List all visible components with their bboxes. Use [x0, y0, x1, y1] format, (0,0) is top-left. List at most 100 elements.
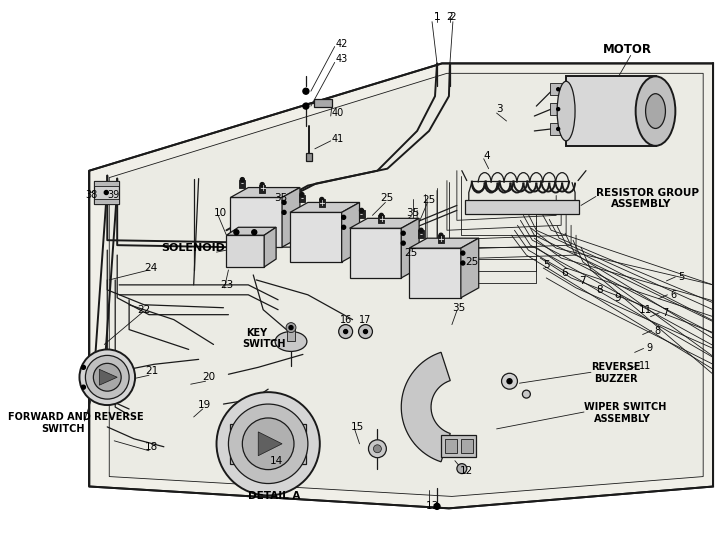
Circle shape: [341, 216, 346, 219]
Text: FORWARD AND REVERSE: FORWARD AND REVERSE: [8, 412, 144, 422]
Polygon shape: [226, 227, 276, 235]
Text: 18: 18: [144, 442, 157, 452]
Text: 41: 41: [332, 134, 344, 144]
Bar: [260, 185, 265, 193]
Circle shape: [81, 365, 86, 369]
Circle shape: [359, 325, 373, 339]
Text: 25: 25: [465, 257, 478, 267]
Bar: [378, 216, 384, 223]
Circle shape: [303, 103, 309, 109]
Text: 16: 16: [339, 315, 352, 325]
Circle shape: [104, 190, 108, 195]
Circle shape: [434, 503, 440, 509]
Text: 40: 40: [332, 108, 344, 118]
Polygon shape: [461, 238, 479, 298]
Text: 8: 8: [597, 285, 603, 295]
Polygon shape: [401, 218, 419, 278]
Circle shape: [228, 404, 308, 484]
Circle shape: [94, 363, 121, 391]
Polygon shape: [99, 369, 117, 385]
Text: 10: 10: [214, 208, 227, 218]
Polygon shape: [290, 202, 360, 212]
Ellipse shape: [275, 332, 307, 351]
Polygon shape: [290, 212, 341, 262]
Text: ASSEMBLY: ASSEMBLY: [610, 200, 671, 209]
Text: KEY: KEY: [247, 327, 268, 338]
Text: 11: 11: [639, 361, 651, 371]
Text: +: +: [259, 184, 265, 193]
Bar: [418, 230, 424, 238]
Text: 35: 35: [452, 303, 465, 313]
Text: -: -: [300, 194, 304, 203]
Bar: [319, 200, 325, 208]
Circle shape: [557, 127, 560, 131]
Text: 12: 12: [460, 465, 473, 476]
Text: 22: 22: [137, 305, 151, 315]
Text: 4: 4: [484, 151, 490, 160]
Circle shape: [507, 379, 512, 384]
Polygon shape: [401, 352, 450, 462]
Circle shape: [241, 178, 244, 181]
Text: 25: 25: [381, 194, 394, 203]
Text: 5: 5: [679, 272, 684, 282]
Text: SOLENOID: SOLENOID: [161, 243, 225, 253]
Circle shape: [286, 323, 296, 333]
Text: 9: 9: [647, 343, 652, 354]
Bar: [287, 327, 295, 341]
Bar: [239, 180, 245, 188]
Text: 35: 35: [275, 194, 288, 203]
Circle shape: [339, 325, 352, 339]
Polygon shape: [231, 197, 282, 247]
Circle shape: [502, 373, 518, 389]
Text: 25: 25: [405, 248, 418, 258]
Text: 15: 15: [351, 422, 364, 432]
Polygon shape: [109, 73, 703, 496]
Bar: [550, 103, 566, 115]
Circle shape: [260, 182, 264, 187]
Text: 1: 1: [434, 12, 440, 22]
Text: 8: 8: [655, 326, 660, 335]
Circle shape: [360, 209, 363, 212]
Text: 19: 19: [198, 400, 211, 410]
Circle shape: [401, 241, 405, 245]
Polygon shape: [258, 432, 282, 456]
Bar: [94, 181, 119, 186]
Circle shape: [368, 440, 386, 458]
Circle shape: [373, 445, 381, 453]
Text: 20: 20: [202, 372, 215, 382]
Text: WIPER SWITCH: WIPER SWITCH: [584, 402, 666, 412]
Text: 35: 35: [407, 208, 420, 218]
Bar: [461, 439, 473, 453]
Bar: [299, 195, 305, 202]
Text: -: -: [241, 179, 244, 188]
Bar: [314, 99, 332, 107]
Text: 3: 3: [496, 104, 503, 114]
Bar: [465, 201, 579, 215]
Polygon shape: [231, 188, 300, 197]
Polygon shape: [566, 77, 655, 146]
Circle shape: [252, 230, 257, 235]
Circle shape: [341, 225, 346, 230]
Circle shape: [300, 193, 304, 196]
Bar: [306, 153, 312, 160]
Text: 25: 25: [423, 195, 436, 205]
Text: 11: 11: [639, 305, 652, 315]
Circle shape: [81, 385, 86, 389]
Text: +: +: [318, 199, 326, 208]
Polygon shape: [349, 228, 401, 278]
Text: ASSEMBLY: ASSEMBLY: [594, 414, 650, 424]
Polygon shape: [349, 218, 419, 228]
Text: -: -: [420, 230, 423, 239]
Text: 14: 14: [270, 456, 283, 465]
Circle shape: [86, 355, 129, 399]
Circle shape: [344, 330, 347, 333]
Text: +: +: [438, 235, 444, 244]
Text: 39: 39: [107, 190, 120, 201]
Text: SWITCH: SWITCH: [242, 340, 286, 349]
Circle shape: [217, 392, 320, 495]
Polygon shape: [409, 238, 479, 248]
Text: 38: 38: [86, 190, 97, 201]
Circle shape: [401, 231, 405, 235]
Bar: [94, 200, 119, 204]
Text: 7: 7: [579, 276, 585, 286]
